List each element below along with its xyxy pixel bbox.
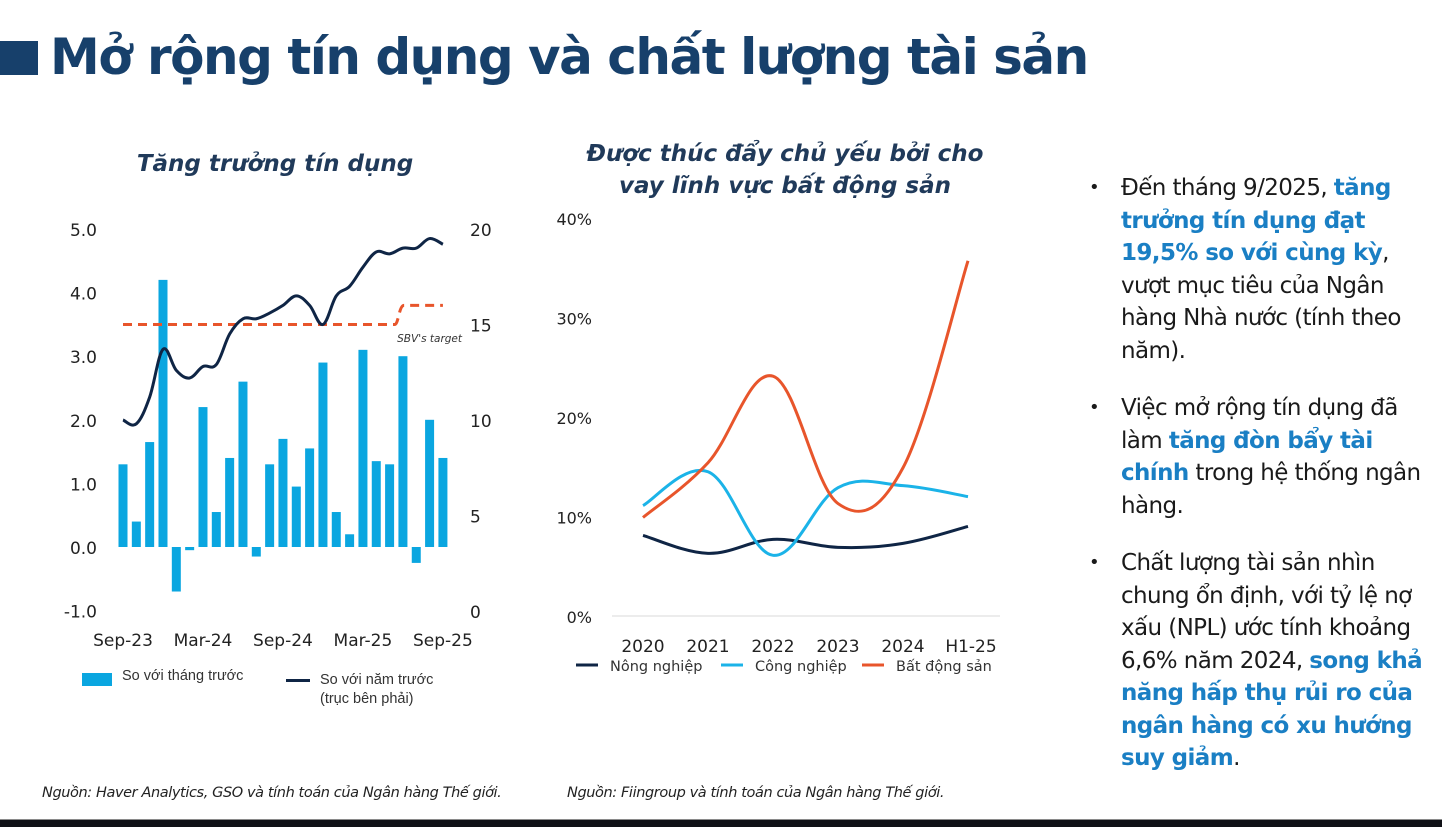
legend-line-label-2: (trục bên phải) xyxy=(320,691,414,707)
x-axis-tick: Sep-25 xyxy=(413,631,473,651)
mom-bar xyxy=(318,362,328,547)
mom-bar xyxy=(238,381,248,547)
mom-bar xyxy=(371,461,381,547)
left-axis-tick: 4.0 xyxy=(70,285,97,305)
mom-bar xyxy=(251,547,261,557)
body-text: , vượt mục tiêu của Ngân hàng Nhà nước (… xyxy=(1121,240,1401,364)
legend-label: Bất động sản xyxy=(896,659,992,675)
body-text: Đến tháng 9/2025, xyxy=(1121,175,1334,201)
mom-bar xyxy=(305,448,315,547)
right-axis-tick: 15 xyxy=(470,317,492,337)
mom-bar xyxy=(118,464,128,547)
chart2-source: Nguồn: Fiingroup và tính toán của Ngân h… xyxy=(567,785,945,801)
left-axis-tick: 2.0 xyxy=(70,412,97,432)
chart1-source: Nguồn: Haver Analytics, GSO và tính toán… xyxy=(42,785,502,801)
body-text: trong hệ thống ngân hàng. xyxy=(1121,460,1421,519)
bullet-item: • Chất lượng tài sản nhìn chung ổn định, … xyxy=(1085,547,1437,775)
key-points-list: • Đến tháng 9/2025, tăng trưởng tín dụng … xyxy=(1085,172,1437,800)
mom-bar xyxy=(398,356,408,547)
yoy-growth-line xyxy=(122,237,444,427)
mom-bar xyxy=(438,457,448,547)
bottom-bar xyxy=(0,819,1442,827)
y-axis-tick: 10% xyxy=(556,509,592,528)
mom-bar xyxy=(211,512,221,547)
agriculture-line xyxy=(642,525,969,555)
chart1-legend: So với tháng trước So với năm trước (trụ… xyxy=(82,668,482,718)
x-axis-tick: Sep-24 xyxy=(253,631,313,651)
mom-bar xyxy=(265,464,275,547)
left-axis-tick: 1.0 xyxy=(70,475,97,495)
bullet-dot-icon: • xyxy=(1089,177,1100,198)
body-text: . xyxy=(1233,745,1240,771)
bullet-item: • Đến tháng 9/2025, tăng trưởng tín dụng … xyxy=(1085,172,1437,367)
x-axis-tick: Mar-24 xyxy=(174,631,233,651)
mom-bar xyxy=(291,486,301,547)
chart2-title-line1: Được thúc đẩy chủ yếu bởi cho xyxy=(586,141,984,167)
mom-bar xyxy=(145,442,155,547)
bullet-dot-icon: • xyxy=(1089,397,1100,418)
mom-bar xyxy=(158,279,168,547)
x-axis-tick: H1-25 xyxy=(945,637,996,657)
left-axis-tick: -1.0 xyxy=(64,603,97,623)
legend-line-label: So với năm trước xyxy=(320,672,434,688)
sbv-target-label: SBV's target xyxy=(397,333,463,345)
x-axis-tick: Sep-23 xyxy=(93,631,153,651)
chart2-title: Được thúc đẩy chủ yếu bởi cho vay lĩnh v… xyxy=(560,138,1010,202)
chart2-title-line2: vay lĩnh vực bất động sản xyxy=(618,173,952,199)
sbv-target-line xyxy=(123,303,443,326)
mom-bar xyxy=(185,547,195,551)
mom-bar xyxy=(198,407,208,547)
x-axis-tick: 2024 xyxy=(881,637,924,657)
mom-bar xyxy=(411,547,421,563)
mom-bar xyxy=(171,547,181,592)
credit-growth-chart: -1.0 0.0 1.0 2.0 3.0 4.0 5.0 0 5 10 15 20 Sep-23 Mar-… xyxy=(64,221,492,651)
right-axis-tick: 10 xyxy=(470,412,492,432)
legend-label: Công nghiệp xyxy=(755,659,847,675)
mom-bar xyxy=(358,349,368,547)
body-text: Việc mở rộng tín dụng đã làm xyxy=(1121,395,1398,454)
right-axis-tick: 5 xyxy=(470,508,481,528)
mom-bar xyxy=(331,512,341,547)
left-axis-tick: 0.0 xyxy=(70,539,97,559)
mom-bar xyxy=(278,438,288,547)
x-axis-tick: 2021 xyxy=(686,637,729,657)
body-text: Chất lượng tài sản nhìn chung ổn định, v… xyxy=(1121,550,1412,674)
mom-bar xyxy=(131,521,141,547)
x-axis-tick: 2023 xyxy=(816,637,859,657)
y-axis-tick: 0% xyxy=(567,608,592,627)
legend-line-swatch xyxy=(286,679,310,682)
y-axis-tick: 30% xyxy=(556,310,592,329)
mom-bar xyxy=(425,419,435,547)
left-axis-tick: 5.0 xyxy=(70,221,97,241)
mom-bar xyxy=(385,464,395,547)
legend-bar-label: So với tháng trước xyxy=(122,668,244,684)
highlighted-text: tăng đòn bẩy tài chính xyxy=(1121,427,1373,487)
right-axis-tick: 20 xyxy=(470,221,492,241)
x-axis-tick: 2020 xyxy=(621,637,664,657)
sector-lending-chart: 0% 10% 20% 30% 40% 2020 2021 2022 2023 2024 H1-25 N… xyxy=(556,210,1000,675)
y-axis-tick: 20% xyxy=(556,409,592,428)
legend-label: Nông nghiệp xyxy=(610,659,702,675)
bullet-dot-icon: • xyxy=(1089,552,1100,573)
chart1-title: Tăng trưởng tín dụng xyxy=(136,151,414,177)
mom-bar xyxy=(345,534,355,547)
highlighted-text: tăng trưởng tín dụng đạt 19,5% so với cù… xyxy=(1121,175,1391,266)
left-axis-tick: 3.0 xyxy=(70,348,97,368)
y-axis-tick: 40% xyxy=(556,210,592,229)
highlighted-text: song khả năng hấp thụ rủi ro của ngân hà… xyxy=(1121,647,1423,772)
bullet-item: • Việc mở rộng tín dụng đã làm tăng đòn b… xyxy=(1085,392,1437,522)
x-axis-tick: 2022 xyxy=(751,637,794,657)
x-axis-tick: Mar-25 xyxy=(334,631,393,651)
real-estate-line xyxy=(642,260,970,519)
legend-bar-swatch xyxy=(82,673,112,686)
title-accent-square xyxy=(0,41,38,75)
right-axis-tick: 0 xyxy=(470,603,481,623)
mom-bar xyxy=(225,457,235,547)
page-title: Mở rộng tín dụng và chất lượng tài sản xyxy=(50,28,1089,86)
